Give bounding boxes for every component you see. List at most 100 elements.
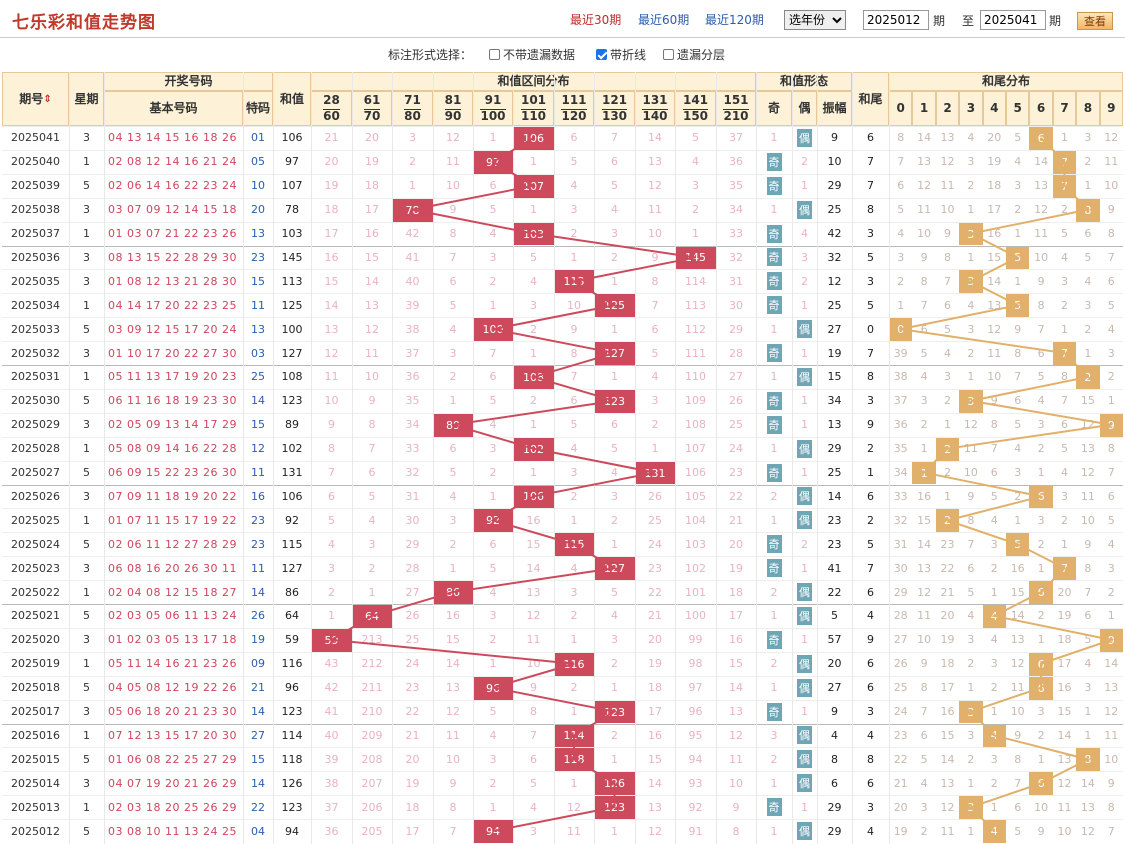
range-missing-cell: 11 (526, 633, 541, 647)
amplitude-cell: 9 (831, 131, 838, 145)
range-missing-cell: 1 (409, 179, 416, 193)
tail-missing-cell: 2 (1037, 728, 1045, 742)
range-missing-cell: 2 (409, 155, 416, 169)
special-number-header: 特码 (243, 91, 273, 126)
tail-missing-cell: 11 (963, 442, 978, 456)
amplitude-cell: 25 (827, 298, 842, 312)
tail-missing-cell: 4 (990, 633, 998, 647)
period-header-label[interactable]: 期号 (19, 91, 44, 106)
even-badge: 偶 (797, 583, 812, 602)
odd-cell: 2 (756, 747, 792, 771)
odd-missing: 2 (770, 585, 778, 599)
range-missing-cell: 3 (489, 250, 497, 264)
tail-cell: 6 (867, 131, 874, 145)
special-number-cell: 15 (251, 274, 265, 288)
option-no-missing[interactable]: 不带遗漏数据 (489, 46, 575, 63)
range-missing-cell: 17 (648, 705, 662, 719)
special-number-cell: 13 (251, 322, 265, 336)
even-cell: 偶 (792, 508, 817, 532)
tail-missing-cell: 2 (1014, 203, 1022, 217)
sum-cell: 96 (285, 681, 299, 695)
range-missing-cell: 18 (365, 179, 379, 193)
range-missing-cell: 2 (570, 681, 578, 695)
tail-missing-cell: 9 (1014, 322, 1022, 336)
tail-cell: 6 (867, 681, 874, 695)
range-missing-cell: 35 (729, 179, 743, 193)
tail-missing-cell: 14 (987, 274, 1002, 288)
range-missing-cell: 26 (405, 609, 420, 623)
range-missing-cell: 1 (611, 370, 618, 384)
option-label: 遗漏分层 (677, 48, 726, 62)
even-badge: 偶 (797, 822, 812, 841)
odd-badge: 奇 (766, 463, 782, 482)
tail-missing-cell: 2 (1014, 489, 1022, 503)
tail-missing-cell: 3 (967, 633, 975, 647)
range-missing-cell: 11 (648, 203, 662, 217)
tail-missing-cell: 18 (987, 179, 1002, 193)
range-high: 140 (642, 109, 668, 123)
tail-missing-cell: 5 (1014, 418, 1022, 432)
tail-missing-cell: 14 (940, 752, 955, 766)
range-to-input[interactable] (980, 10, 1046, 30)
sum-cell: 115 (281, 537, 303, 551)
recent-30-link[interactable]: 最近30期 (570, 13, 622, 27)
year-select[interactable]: 选年份 (784, 10, 846, 30)
tail-missing-cell: 12 (963, 418, 978, 432)
range-from-input[interactable] (863, 10, 929, 30)
tail-hit-cell: 5 (1006, 533, 1030, 557)
checkbox-polyline[interactable] (596, 49, 607, 60)
period-cell: 2025013 (11, 800, 60, 814)
period-cell: 2025014 (11, 776, 60, 790)
range-missing-cell: 11 (567, 824, 581, 838)
tail-header: 和尾 (852, 72, 889, 126)
range-hit-cell: 115 (554, 533, 594, 557)
range-missing-cell: 21 (324, 131, 339, 145)
amplitude-cell: 9 (831, 705, 838, 719)
amplitude-cell: 20 (827, 657, 842, 671)
tail-hit-cell: 9 (1099, 413, 1123, 437)
query-button[interactable]: 查看 (1077, 12, 1113, 30)
special-number-cell: 26 (251, 609, 265, 623)
sum-cell: 100 (281, 322, 303, 336)
range-missing-cell: 16 (526, 513, 541, 527)
recent-120-link[interactable]: 最近120期 (705, 13, 764, 27)
even-missing: 3 (801, 250, 808, 264)
range-missing-cell: 2 (489, 274, 497, 288)
range-missing-cell: 6 (449, 442, 457, 456)
odd-missing: 1 (770, 681, 778, 695)
tail-missing-cell: 4 (1060, 250, 1068, 264)
range-missing-cell: 31 (729, 274, 743, 288)
special-number-cell: 22 (251, 800, 265, 814)
basic-numbers-cell: 02 03 18 20 25 26 29 (108, 800, 237, 814)
range-missing-cell: 8 (449, 800, 457, 814)
tail-missing-cell: 3 (1060, 274, 1068, 288)
week-cell: 3 (83, 203, 90, 217)
range-missing-cell: 4 (530, 274, 537, 288)
range-missing-cell: 7 (651, 298, 659, 312)
range-missing-cell: 107 (685, 442, 706, 456)
recent-60-link[interactable]: 最近60期 (638, 13, 690, 27)
checkbox-layered[interactable] (663, 49, 674, 60)
tail-missing-cell: 7 (1014, 776, 1022, 790)
period-cell: 2025041 (11, 131, 60, 145)
option-polyline[interactable]: 带折线 (596, 46, 646, 63)
week-cell: 1 (83, 657, 90, 671)
special-number-cell: 25 (251, 370, 265, 384)
range-missing-cell: 9 (328, 418, 335, 432)
range-missing-cell: 11 (324, 370, 339, 384)
range-missing-cell: 9 (732, 800, 740, 814)
special-number-cell: 23 (251, 250, 265, 264)
range-missing-cell: 14 (729, 681, 743, 695)
tail-missing-cell: 1 (943, 418, 951, 432)
tail-missing-cell: 12 (917, 585, 932, 599)
option-layered[interactable]: 遗漏分层 (663, 46, 725, 63)
sort-icon[interactable]: ⇕ (43, 93, 52, 105)
range-missing-cell: 15 (526, 537, 541, 551)
odd-badge: 奇 (766, 535, 782, 554)
basic-numbers-cell: 07 09 11 18 19 20 22 (108, 489, 237, 503)
sum-cell: 106 (281, 489, 303, 503)
tail-missing-cell: 1 (1037, 752, 1045, 766)
checkbox-no-missing[interactable] (489, 49, 500, 60)
period-cell: 2025039 (11, 179, 60, 193)
range-hit-cell: 86 (433, 581, 473, 604)
